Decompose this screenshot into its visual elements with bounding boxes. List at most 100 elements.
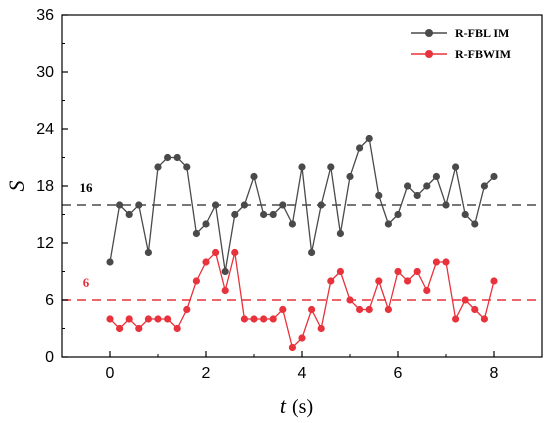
data-point <box>192 277 200 285</box>
data-point <box>212 201 220 209</box>
data-point <box>192 229 200 238</box>
data-point <box>288 343 296 352</box>
data-point <box>432 172 440 181</box>
legend-label: R-FBWIM <box>455 47 511 61</box>
data-point <box>442 258 450 266</box>
data-point <box>154 163 162 171</box>
x-axis-title: t (s) <box>280 393 313 418</box>
data-point <box>413 191 421 200</box>
y-tick-label: 0 <box>45 349 54 366</box>
data-point <box>356 305 364 314</box>
data-point <box>327 163 335 171</box>
data-point <box>106 315 114 323</box>
data-point <box>116 324 124 333</box>
data-point <box>212 248 220 257</box>
data-point <box>442 201 450 209</box>
data-point <box>183 305 191 314</box>
data-point <box>202 220 210 228</box>
data-point <box>240 201 248 209</box>
data-point <box>106 258 114 266</box>
data-point <box>144 315 152 323</box>
x-tick-label: 0 <box>106 365 115 382</box>
data-point <box>375 277 383 285</box>
data-point <box>471 305 479 314</box>
reference-line-label: 6 <box>83 275 90 290</box>
legend-marker <box>425 50 433 58</box>
y-axis-label: S <box>4 181 29 192</box>
data-point <box>452 163 460 171</box>
data-point <box>221 267 229 276</box>
data-point <box>490 277 498 285</box>
data-point <box>202 258 210 266</box>
x-axis-unit: (s) <box>292 396 313 418</box>
data-point <box>288 220 296 228</box>
data-point <box>384 220 392 228</box>
data-point <box>164 315 172 323</box>
y-tick-label: 12 <box>36 235 54 252</box>
data-point <box>480 182 488 190</box>
data-point <box>336 229 344 238</box>
data-point <box>231 248 239 257</box>
data-point <box>308 248 316 257</box>
data-point <box>480 315 488 323</box>
data-point <box>394 210 402 219</box>
data-point <box>336 267 344 276</box>
data-point <box>327 277 335 285</box>
data-point <box>231 210 239 219</box>
data-point <box>317 324 325 333</box>
y-tick-label: 6 <box>45 292 54 309</box>
data-point <box>346 172 354 181</box>
data-point <box>346 296 354 304</box>
data-point <box>298 334 306 342</box>
data-point <box>365 305 373 314</box>
plot-frame <box>61 14 543 358</box>
data-point <box>125 315 133 323</box>
data-point <box>413 267 421 276</box>
data-point <box>269 315 277 323</box>
data-point <box>298 163 306 171</box>
y-tick-label: 24 <box>36 121 54 138</box>
legend-item: R-FBL IM <box>411 26 509 40</box>
data-point <box>260 210 268 219</box>
data-point <box>240 315 248 323</box>
data-point <box>135 324 143 333</box>
data-point <box>183 163 191 171</box>
data-point <box>260 315 268 323</box>
x-axis-label: t <box>280 393 287 418</box>
data-point <box>116 201 124 209</box>
data-point <box>375 191 383 200</box>
data-point <box>317 201 325 209</box>
x-tick-label: 8 <box>490 365 499 382</box>
x-tick-label: 6 <box>394 365 403 382</box>
x-tick-label: 2 <box>202 365 211 382</box>
y-tick-label: 36 <box>36 7 54 24</box>
data-point <box>384 305 392 314</box>
legend: R-FBL IM R-FBWIM <box>411 26 511 61</box>
data-point <box>404 182 412 190</box>
data-point <box>471 220 479 228</box>
data-point <box>250 315 258 323</box>
y-tick-label: 30 <box>36 64 54 81</box>
data-point <box>164 153 172 162</box>
legend-label: R-FBL IM <box>455 26 509 40</box>
data-point <box>154 315 162 323</box>
data-point <box>490 172 498 181</box>
data-point <box>461 296 469 304</box>
data-point <box>365 134 373 143</box>
data-point <box>125 210 133 219</box>
legend-item: R-FBWIM <box>411 47 511 61</box>
data-point <box>279 201 287 209</box>
data-point <box>144 248 152 257</box>
x-tick-label: 4 <box>298 365 307 382</box>
legend-marker <box>425 29 433 37</box>
data-point <box>432 258 440 266</box>
data-point <box>404 277 412 285</box>
data-point <box>356 144 364 152</box>
data-point <box>279 305 287 314</box>
reference-line-label: 16 <box>80 180 94 195</box>
data-point <box>135 201 143 209</box>
data-point <box>173 324 181 333</box>
data-point <box>308 305 316 314</box>
data-point <box>423 182 431 190</box>
